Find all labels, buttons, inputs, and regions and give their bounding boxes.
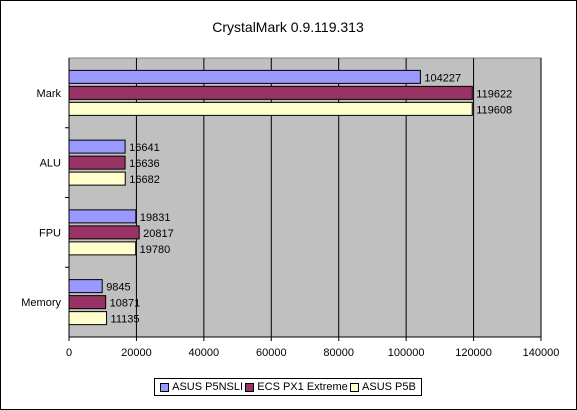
x-tick-label: 80000 bbox=[323, 347, 354, 359]
y-category-label: Mark bbox=[37, 88, 62, 100]
legend-label: ASUS P5NSLI bbox=[172, 381, 244, 393]
x-tick-label: 40000 bbox=[189, 347, 220, 359]
bar bbox=[68, 155, 126, 170]
x-tick-label: 60000 bbox=[256, 347, 287, 359]
bar bbox=[68, 225, 140, 240]
legend-item: ASUS P5NSLI bbox=[160, 381, 243, 393]
bar bbox=[68, 295, 107, 310]
data-label: 119608 bbox=[476, 104, 512, 116]
bar bbox=[68, 279, 103, 294]
data-label: 119622 bbox=[476, 88, 512, 100]
legend-swatch bbox=[245, 382, 255, 392]
data-label: 104227 bbox=[424, 72, 461, 84]
data-label: 16682 bbox=[129, 174, 160, 186]
data-label: 11135 bbox=[111, 314, 140, 326]
data-label: 19831 bbox=[140, 212, 171, 224]
x-tick-label: 20000 bbox=[121, 347, 152, 359]
bar bbox=[68, 171, 126, 186]
data-label: 16641 bbox=[129, 142, 160, 154]
data-label: 16636 bbox=[129, 158, 160, 170]
data-label: 9845 bbox=[106, 282, 130, 294]
y-category-label: Memory bbox=[21, 297, 61, 309]
data-label: 20817 bbox=[143, 228, 174, 240]
bar bbox=[68, 241, 137, 256]
legend-label: ECS PX1 Extreme bbox=[257, 381, 348, 393]
y-category-label: FPU bbox=[39, 227, 61, 239]
chart-title: CrystalMark 0.9.119.313 bbox=[212, 19, 364, 35]
bar bbox=[68, 101, 473, 116]
legend-item: ECS PX1 Extreme bbox=[245, 381, 348, 393]
data-label: 19780 bbox=[140, 244, 171, 256]
legend-swatch bbox=[350, 382, 360, 392]
y-category-label: ALU bbox=[40, 158, 61, 170]
data-label: 10871 bbox=[110, 298, 141, 310]
bar bbox=[68, 139, 126, 154]
bar bbox=[68, 69, 421, 84]
legend-item: ASUS P5B bbox=[350, 381, 416, 393]
x-tick-label: 100000 bbox=[388, 347, 425, 359]
legend-label: ASUS P5B bbox=[362, 381, 416, 393]
bar bbox=[68, 85, 473, 100]
x-tick-label: 120000 bbox=[455, 347, 492, 359]
legend-swatch bbox=[160, 382, 170, 392]
x-tick-label: 0 bbox=[66, 347, 72, 359]
bar bbox=[68, 311, 108, 326]
legend: ASUS P5NSLI ECS PX1 Extreme ASUS P5B bbox=[154, 378, 422, 396]
bar bbox=[68, 209, 137, 224]
x-tick-label: 140000 bbox=[523, 347, 560, 359]
